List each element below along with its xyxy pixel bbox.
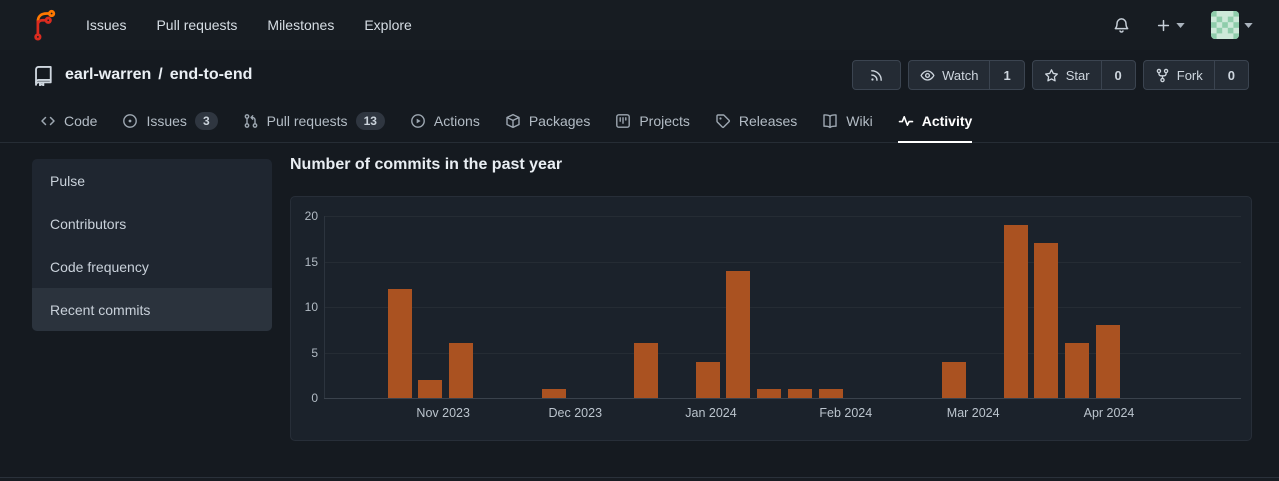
chart-gridline xyxy=(324,216,1241,217)
repo-title: earl-warren / end-to-end xyxy=(65,66,252,84)
fork-button-group: Fork 0 xyxy=(1142,60,1249,90)
main-nav: Issues Pull requests Milestones Explore xyxy=(86,17,412,33)
forgejo-logo-icon[interactable] xyxy=(30,9,57,41)
x-axis-month-label: Apr 2024 xyxy=(1083,406,1135,420)
issues-count-badge: 3 xyxy=(194,112,218,130)
tab-pull-requests[interactable]: Pull requests 13 xyxy=(243,100,385,142)
commit-bar[interactable] xyxy=(1034,243,1059,398)
package-icon xyxy=(505,113,521,129)
sidebar-item-recent-commits[interactable]: Recent commits xyxy=(32,288,272,331)
book-icon xyxy=(822,113,838,129)
tab-actions[interactable]: Actions xyxy=(410,100,480,142)
activity-sidebar: Pulse Contributors Code frequency Recent… xyxy=(32,159,272,331)
tab-code[interactable]: Code xyxy=(40,100,97,142)
project-board-icon xyxy=(615,113,631,129)
eye-icon xyxy=(920,68,935,83)
commits-chart-card: 0 5 10 15 20 Nov 2023 Dec 2023 Jan 2024 Feb 2024… xyxy=(290,196,1252,441)
commit-bar[interactable] xyxy=(634,343,658,398)
git-fork-icon xyxy=(1155,68,1170,83)
rss-feed-button[interactable] xyxy=(852,60,902,90)
commit-bar[interactable] xyxy=(726,270,751,398)
tab-packages[interactable]: Packages xyxy=(505,100,590,142)
commit-bar[interactable] xyxy=(788,388,812,398)
fork-count[interactable]: 0 xyxy=(1213,61,1248,89)
user-menu[interactable] xyxy=(1211,11,1253,39)
commit-bar[interactable] xyxy=(1065,343,1090,398)
y-axis-line xyxy=(324,216,325,398)
watch-count[interactable]: 1 xyxy=(989,61,1023,89)
nav-explore-link[interactable]: Explore xyxy=(364,17,412,33)
chart-title: Number of commits in the past year xyxy=(290,156,563,173)
sidebar-item-code-frequency[interactable]: Code frequency xyxy=(50,258,149,275)
chart-gridline xyxy=(324,398,1241,399)
star-count[interactable]: 0 xyxy=(1100,61,1135,89)
commit-bar[interactable] xyxy=(449,343,474,398)
x-axis-month-label: Dec 2023 xyxy=(548,406,603,420)
fork-button[interactable]: Fork xyxy=(1144,61,1214,89)
x-axis-month-label: Nov 2023 xyxy=(416,406,470,420)
y-axis-tick-label: 15 xyxy=(304,254,318,269)
pulse-icon xyxy=(898,113,914,129)
tab-activity[interactable]: Activity xyxy=(897,100,973,143)
rss-icon[interactable] xyxy=(853,61,900,89)
tag-icon xyxy=(715,113,731,129)
commit-bar[interactable] xyxy=(1003,225,1028,398)
create-new-menu[interactable] xyxy=(1156,18,1185,33)
tab-wiki[interactable]: Wiki xyxy=(822,100,873,142)
repo-header: earl-warren / end-to-end xyxy=(0,50,1279,100)
chart-gridline xyxy=(324,261,1241,263)
repo-title-separator: / xyxy=(158,66,163,83)
navbar-right xyxy=(1113,11,1253,39)
code-icon xyxy=(40,113,56,129)
footer-divider xyxy=(0,477,1279,481)
star-button[interactable]: Star xyxy=(1033,61,1101,89)
chart-gridline xyxy=(324,352,1241,354)
notifications-bell-icon[interactable] xyxy=(1113,17,1130,34)
commit-bar[interactable] xyxy=(541,388,566,398)
commit-bar[interactable] xyxy=(418,379,443,398)
x-axis-month-label: Mar 2024 xyxy=(946,406,1000,420)
repo-tabbar: Code Issues 3 Pull requests 13 Actions Pac… xyxy=(0,100,1279,143)
commit-bar[interactable] xyxy=(387,288,412,398)
commit-bar[interactable] xyxy=(1096,325,1120,398)
star-icon xyxy=(1044,68,1059,83)
play-circle-icon xyxy=(410,113,426,129)
chart-gridline xyxy=(324,307,1241,308)
issue-opened-icon xyxy=(122,113,138,129)
repository-icon xyxy=(33,65,54,86)
avatar xyxy=(1211,11,1239,39)
repo-action-buttons: Watch 1 Star 0 xyxy=(852,60,1249,90)
git-pull-request-icon xyxy=(243,113,259,129)
tab-projects[interactable]: Projects xyxy=(615,100,690,142)
y-axis-tick-label: 0 xyxy=(311,391,318,405)
watch-button[interactable]: Watch xyxy=(909,61,989,89)
star-button-group: Star 0 xyxy=(1031,60,1136,90)
sidebar-item-contributors[interactable]: Contributors xyxy=(50,215,127,232)
nav-pull-requests-link[interactable]: Pull requests xyxy=(156,17,238,33)
commit-bar[interactable] xyxy=(757,388,782,398)
chevron-down-icon xyxy=(1244,22,1253,28)
chevron-down-icon xyxy=(1176,22,1185,28)
y-axis-tick-label: 10 xyxy=(304,300,318,314)
sidebar-item-pulse[interactable]: Pulse xyxy=(50,172,86,189)
nav-milestones-link[interactable]: Milestones xyxy=(267,17,335,33)
repo-owner-link[interactable]: earl-warren xyxy=(65,66,152,83)
nav-issues-link[interactable]: Issues xyxy=(86,17,127,33)
tab-issues[interactable]: Issues 3 xyxy=(122,100,218,142)
repo-name-link[interactable]: end-to-end xyxy=(169,66,253,83)
x-axis-month-label: Jan 2024 xyxy=(685,406,737,420)
watch-button-group: Watch 1 xyxy=(908,60,1025,90)
x-axis-month-label: Feb 2024 xyxy=(819,406,873,420)
commit-bar[interactable] xyxy=(695,361,720,398)
commits-bar-chart: 0 5 10 15 20 Nov 2023 Dec 2023 Jan 2024 Feb 2024… xyxy=(291,197,1251,440)
plus-icon xyxy=(1156,18,1171,33)
y-axis-tick-label: 20 xyxy=(304,209,318,223)
pull-requests-count-badge: 13 xyxy=(355,112,385,130)
commit-bar[interactable] xyxy=(942,361,966,398)
top-navbar: Issues Pull requests Milestones Explore xyxy=(0,0,1279,50)
commit-bar[interactable] xyxy=(818,388,843,398)
tab-releases[interactable]: Releases xyxy=(715,100,797,142)
y-axis-tick-label: 5 xyxy=(311,345,318,360)
